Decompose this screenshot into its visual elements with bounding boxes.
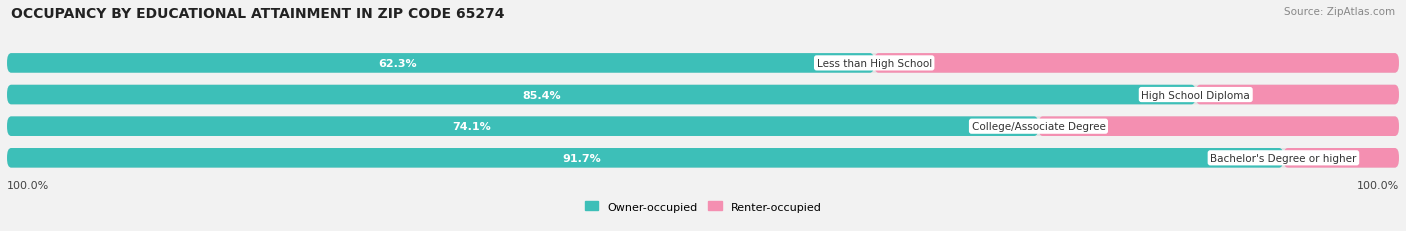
FancyBboxPatch shape [1039,117,1399,136]
Text: Bachelor's Degree or higher: Bachelor's Degree or higher [1211,153,1357,163]
FancyBboxPatch shape [7,54,1399,73]
FancyBboxPatch shape [7,117,1039,136]
FancyBboxPatch shape [7,85,1399,105]
Text: College/Associate Degree: College/Associate Degree [972,122,1105,132]
FancyBboxPatch shape [7,54,875,73]
Text: 100.0%: 100.0% [1357,180,1399,190]
Text: Source: ZipAtlas.com: Source: ZipAtlas.com [1284,7,1395,17]
Text: Less than High School: Less than High School [817,59,932,69]
Text: OCCUPANCY BY EDUCATIONAL ATTAINMENT IN ZIP CODE 65274: OCCUPANCY BY EDUCATIONAL ATTAINMENT IN Z… [11,7,505,21]
Text: 74.1%: 74.1% [451,122,491,132]
Legend: Owner-occupied, Renter-occupied: Owner-occupied, Renter-occupied [581,197,825,216]
Text: 62.3%: 62.3% [378,59,416,69]
Text: High School Diploma: High School Diploma [1142,90,1250,100]
Text: 91.7%: 91.7% [562,153,600,163]
FancyBboxPatch shape [1284,148,1399,168]
FancyBboxPatch shape [875,54,1399,73]
FancyBboxPatch shape [7,148,1284,168]
FancyBboxPatch shape [7,85,1195,105]
Text: 85.4%: 85.4% [523,90,561,100]
FancyBboxPatch shape [7,148,1399,168]
FancyBboxPatch shape [7,117,1399,136]
Text: 100.0%: 100.0% [7,180,49,190]
FancyBboxPatch shape [1195,85,1399,105]
